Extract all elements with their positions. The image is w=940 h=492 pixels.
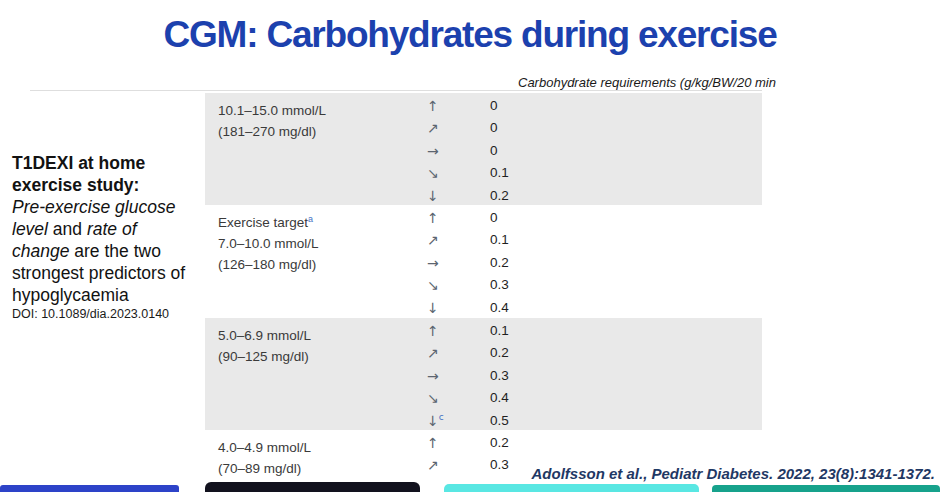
carb-value: 0.2 xyxy=(490,432,509,454)
table-row: ↓c 0.5 xyxy=(205,410,762,432)
footer-strip-cyan xyxy=(444,484,699,492)
arrow-up-right-icon: ↗ xyxy=(427,454,439,476)
arrow-up-icon: ↑ xyxy=(427,320,439,342)
table-row: ↓ 0.4 xyxy=(205,297,762,319)
slide: CGM: Carbohydrates during exercise T1DEX… xyxy=(0,0,940,492)
table-row: ↘ 0.4 xyxy=(205,387,762,409)
carb-value: 0.4 xyxy=(490,297,509,319)
arrow-up-right-icon: ↗ xyxy=(427,342,439,364)
table-row: ↓ 0.2 xyxy=(205,185,762,207)
table-row: ↑ 0.1 xyxy=(205,320,762,342)
reference-citation: Adolfsson et al., Pediatr Diabetes. 2022… xyxy=(531,465,935,482)
arrow-up-icon: ↑ xyxy=(427,432,439,454)
arrow-down-icon: ↓c xyxy=(427,410,444,432)
carb-value: 0.1 xyxy=(490,320,509,342)
sidebar-heading: T1DEXI at home exercise study: xyxy=(12,152,194,196)
arrow-down-right-icon: ↘ xyxy=(427,274,439,296)
carb-value: 0.3 xyxy=(490,365,509,387)
table-row: ↘ 0.1 xyxy=(205,162,762,184)
footer-strip-black xyxy=(205,482,420,492)
footnote-c: c xyxy=(439,412,444,422)
carb-value: 0.5 xyxy=(490,410,509,432)
carb-value: 0 xyxy=(490,207,498,229)
table-row: → 0.3 xyxy=(205,365,762,387)
arrow-down-right-icon: ↘ xyxy=(427,162,439,184)
carb-value: 0.3 xyxy=(490,454,509,476)
glucose-band-high: 10.1–15.0 mmol/L (181–270 mg/dl) ↑ 0 ↗ 0… xyxy=(205,93,762,205)
sidebar-body: Pre-exercise glucose level and rate of c… xyxy=(12,196,194,306)
arrow-right-icon: → xyxy=(427,252,439,274)
carb-value: 0.2 xyxy=(490,185,509,207)
arrow-up-icon: ↑ xyxy=(427,207,439,229)
table-column-header: Carbohydrate requirements (g/kg/BW/20 mi… xyxy=(518,76,776,90)
table-row: ↗ 0 xyxy=(205,117,762,139)
footer-strip-blue xyxy=(0,485,179,492)
arrow-up-icon: ↑ xyxy=(427,95,439,117)
table-row: ↗ 0.2 xyxy=(205,342,762,364)
arrow-down-icon: ↓ xyxy=(427,185,439,207)
glucose-band-target: Exercise targeta 7.0–10.0 mmol/L (126–18… xyxy=(205,205,762,318)
table-row: ↑ 0.2 xyxy=(205,432,762,454)
carb-value: 0.3 xyxy=(490,274,509,296)
table-row: ↑ 0 xyxy=(205,95,762,117)
arrow-up-right-icon: ↗ xyxy=(427,117,439,139)
sidebar-note: T1DEXI at home exercise study: Pre-exerc… xyxy=(12,152,194,322)
table-row: → 0 xyxy=(205,140,762,162)
arrow-right-icon: → xyxy=(427,365,439,387)
arrow-up-right-icon: ↗ xyxy=(427,229,439,251)
arrow-down-icon: ↓ xyxy=(427,297,439,319)
table-row: ↗ 0.1 xyxy=(205,229,762,251)
table-body: 10.1–15.0 mmol/L (181–270 mg/dl) ↑ 0 ↗ 0… xyxy=(205,93,762,492)
carb-value: 0.2 xyxy=(490,342,509,364)
arrow-down-right-icon: ↘ xyxy=(427,387,439,409)
table-row: ↑ 0 xyxy=(205,207,762,229)
sidebar-doi: DOI: 10.1089/dia.2023.0140 xyxy=(12,307,194,322)
carb-value: 0.1 xyxy=(490,162,509,184)
carb-value: 0.2 xyxy=(490,252,509,274)
carb-value: 0 xyxy=(490,95,498,117)
carb-value: 0 xyxy=(490,117,498,139)
carb-value: 0.1 xyxy=(490,229,509,251)
table-row: ↘ 0.3 xyxy=(205,274,762,296)
table-top-rule xyxy=(30,90,762,91)
arrow-right-icon: → xyxy=(427,140,439,162)
slide-title: CGM: Carbohydrates during exercise xyxy=(0,14,940,56)
table-row: → 0.2 xyxy=(205,252,762,274)
carb-value: 0 xyxy=(490,140,498,162)
carb-value: 0.4 xyxy=(490,387,509,409)
glucose-band-low-normal: 5.0–6.9 mmol/L (90–125 mg/dl) ↑ 0.1 ↗ 0.… xyxy=(205,318,762,430)
sidebar-plain-1: and xyxy=(48,219,87,239)
footer-strip-teal xyxy=(712,485,940,492)
